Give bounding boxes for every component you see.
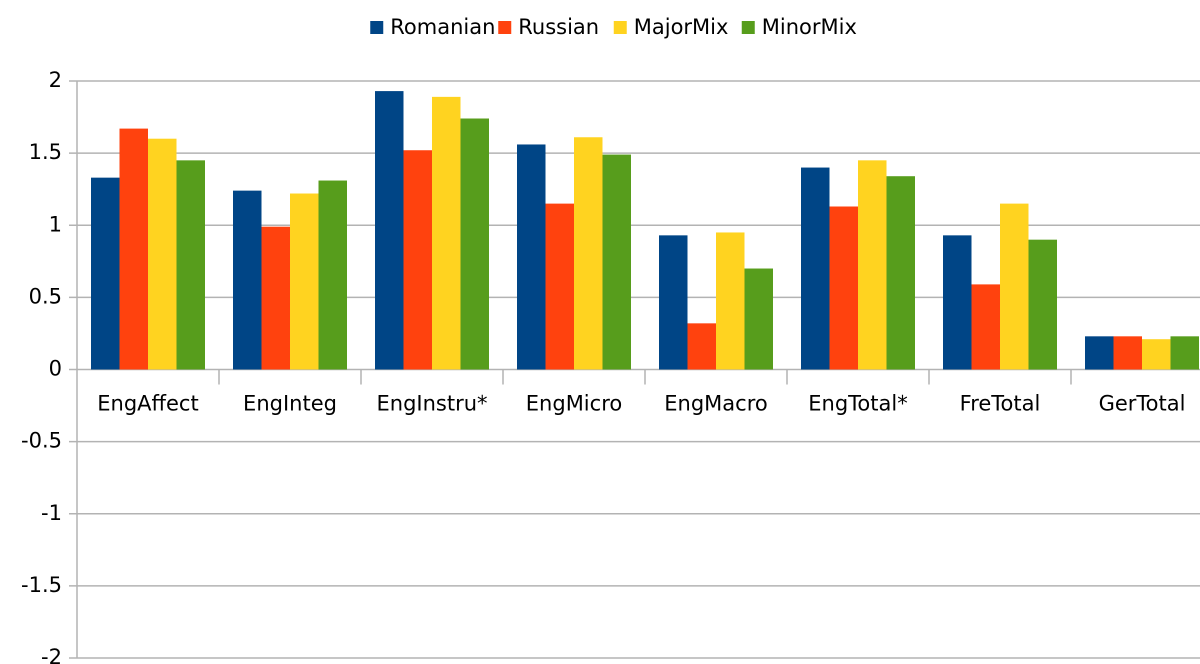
bar: [375, 91, 404, 370]
bar: [91, 177, 120, 370]
y-tick-label: -1: [41, 501, 62, 525]
bar: [858, 160, 887, 370]
y-tick-label: 2: [49, 68, 62, 92]
legend-label: MajorMix: [634, 15, 729, 39]
y-tick-label: 1.5: [29, 140, 62, 164]
bar: [943, 235, 972, 370]
bar: [602, 154, 631, 370]
legend-label: Romanian: [390, 15, 495, 39]
bar: [1028, 239, 1057, 370]
bar: [1142, 339, 1171, 370]
bar: [176, 160, 205, 370]
bar: [1000, 203, 1029, 370]
x-tick-label: EngAffect: [97, 392, 198, 416]
bar: [261, 226, 290, 370]
y-tick-label: -1.5: [21, 573, 62, 597]
bar: [1170, 336, 1199, 370]
x-tick-label: GerTotal: [1099, 392, 1186, 416]
bar: [290, 193, 319, 370]
bar: [801, 167, 830, 370]
bar: [971, 284, 1000, 370]
legend-label: MinorMix: [762, 15, 857, 39]
bar: [517, 144, 546, 370]
bar: [716, 232, 745, 370]
y-tick-label: 0: [49, 357, 62, 381]
legend-swatch: [741, 21, 755, 34]
bar: [886, 176, 915, 370]
bar: [119, 128, 148, 370]
bar: [233, 190, 262, 370]
legend-swatch: [370, 21, 384, 34]
y-tick-label: -2: [41, 645, 62, 664]
bar: [744, 268, 773, 370]
y-tick-label: 1: [49, 212, 62, 236]
bar: [829, 206, 858, 370]
x-tick-label: EngMacro: [664, 392, 767, 416]
legend-swatch: [613, 21, 627, 34]
bar: [318, 180, 347, 370]
bar: [460, 118, 489, 370]
bar: [659, 235, 688, 370]
x-tick-label: EngInstru*: [376, 392, 487, 416]
bar: [687, 323, 716, 370]
bar: [432, 96, 461, 370]
x-tick-label: EngInteg: [243, 392, 337, 416]
y-tick-label: 0.5: [29, 284, 62, 308]
x-tick-label: EngTotal*: [808, 392, 907, 416]
x-tick-label: FreTotal: [960, 392, 1041, 416]
y-tick-label: -0.5: [21, 429, 62, 453]
legend-label: Russian: [518, 15, 599, 39]
bar: [1085, 336, 1114, 370]
x-tick-label: EngMicro: [526, 392, 622, 416]
bar: [545, 203, 574, 370]
bar: [148, 138, 177, 370]
legend-swatch: [498, 21, 512, 34]
bar: [403, 150, 432, 370]
bar: [1113, 336, 1142, 370]
bar: [574, 137, 603, 370]
